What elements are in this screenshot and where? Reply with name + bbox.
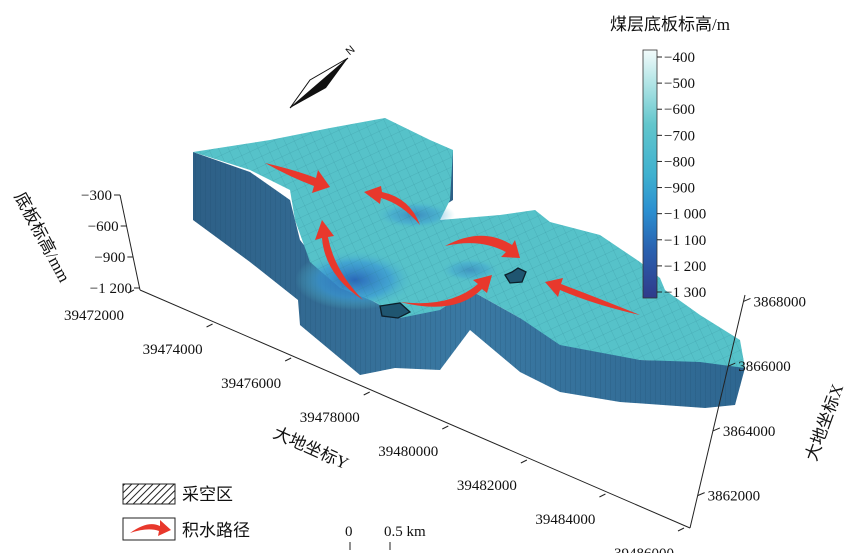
x-tick-label: 39486000: [614, 546, 674, 553]
gob-area-2: [504, 267, 527, 284]
y-tick-label: 3868000: [753, 294, 806, 310]
flow-arrow-5: [445, 235, 520, 258]
z-axis-ticks: −300 −600 −900 −1 200: [81, 188, 140, 297]
colorbar-title: 煤层底板标高/m: [610, 15, 730, 34]
y-axis-ticks: 3862000 3864000 3866000 3868000: [697, 294, 806, 505]
flow-arrows: [265, 163, 640, 315]
colorbar-tick-label: −800: [664, 154, 695, 170]
flow-arrow-4: [400, 275, 492, 307]
x-tick-label: 39478000: [300, 410, 360, 426]
x-tick-mark: [206, 323, 213, 328]
x-tick-label: 39480000: [378, 444, 438, 460]
x-tick-mark: [520, 459, 528, 464]
x-tick-label: 39484000: [535, 512, 595, 528]
x-axis-ticks: 39472000 39474000 39476000 39478000 39480000…: [64, 289, 685, 553]
colorbar-tick-label: −900: [664, 181, 695, 197]
legend-label-flow: 积水路径: [182, 521, 250, 540]
colorbar-tick-label: −600: [664, 102, 695, 118]
x-tick-label: 39472000: [64, 308, 124, 324]
colorbar-tick-label: −1 200: [664, 259, 706, 275]
z-tick-label: −1 200: [90, 281, 132, 297]
z-axis-title: 底板标高/mm: [10, 189, 73, 285]
flow-arrow-2: [364, 186, 420, 225]
terrain-block: [193, 118, 745, 408]
y-tick-label: 3862000: [708, 489, 761, 505]
y-tick-label: 3866000: [738, 359, 791, 375]
x-axis-title: 大地坐标Y: [270, 423, 351, 473]
flow-arrow-1: [265, 163, 330, 193]
x-tick-mark: [677, 527, 685, 532]
x-tick-mark: [127, 289, 135, 294]
north-label: N: [344, 44, 358, 58]
colorbar-tick-label: −1 300: [664, 285, 706, 301]
y-tick-mark: [743, 298, 751, 302]
x-tick-label: 39482000: [457, 478, 517, 494]
z-tick-label: −900: [94, 250, 125, 266]
x-tick-label: 39474000: [143, 342, 203, 358]
colorbar: 煤层底板标高/m −400−500−600−700−800−900−1 000−…: [610, 15, 730, 301]
axes-frame: [119, 194, 746, 529]
legend-red-arrow: [130, 520, 171, 536]
flow-arrow-6: [545, 278, 640, 315]
colorbar-gradient: [642, 49, 658, 299]
colorbar-tick-label: −400: [664, 50, 695, 66]
flow-arrow-3: [315, 220, 363, 300]
colorbar-ticks: −400 −500 −600 −700 −800 −900 −1 000 −1 100 −1 2…: [657, 50, 706, 301]
legend: 采空区 积水路径: [122, 483, 250, 541]
colorbar-tick-label: −500: [664, 76, 695, 92]
scale-bar: 0 0.5 km: [345, 524, 426, 550]
x-tick-mark: [284, 357, 292, 362]
colorbar-tick-label: −700: [664, 128, 695, 144]
gob-area-1: [379, 302, 412, 319]
y-tick-mark: [697, 492, 705, 497]
x-tick-mark: [442, 425, 449, 430]
north-arrow: N: [289, 44, 358, 109]
y-tick-mark: [712, 427, 721, 432]
z-tick-label: −600: [88, 219, 119, 235]
z-tick-label: −300: [81, 188, 112, 204]
x-tick-label: 39476000: [221, 376, 281, 392]
y-tick-label: 3864000: [723, 424, 776, 440]
colorbar-tick-label: −1 000: [664, 207, 706, 223]
y-axis-title: 大地坐标X: [802, 381, 847, 463]
legend-hatched-box: [122, 483, 176, 505]
x-tick-mark: [599, 493, 606, 498]
x-tick-mark: [363, 391, 370, 396]
scale-label-05: 0.5 km: [384, 524, 426, 540]
colorbar-tick-label: −1 100: [664, 233, 706, 249]
legend-label-gob: 采空区: [182, 485, 233, 504]
scale-label-0: 0: [345, 524, 353, 540]
y-tick-mark: [727, 362, 736, 367]
